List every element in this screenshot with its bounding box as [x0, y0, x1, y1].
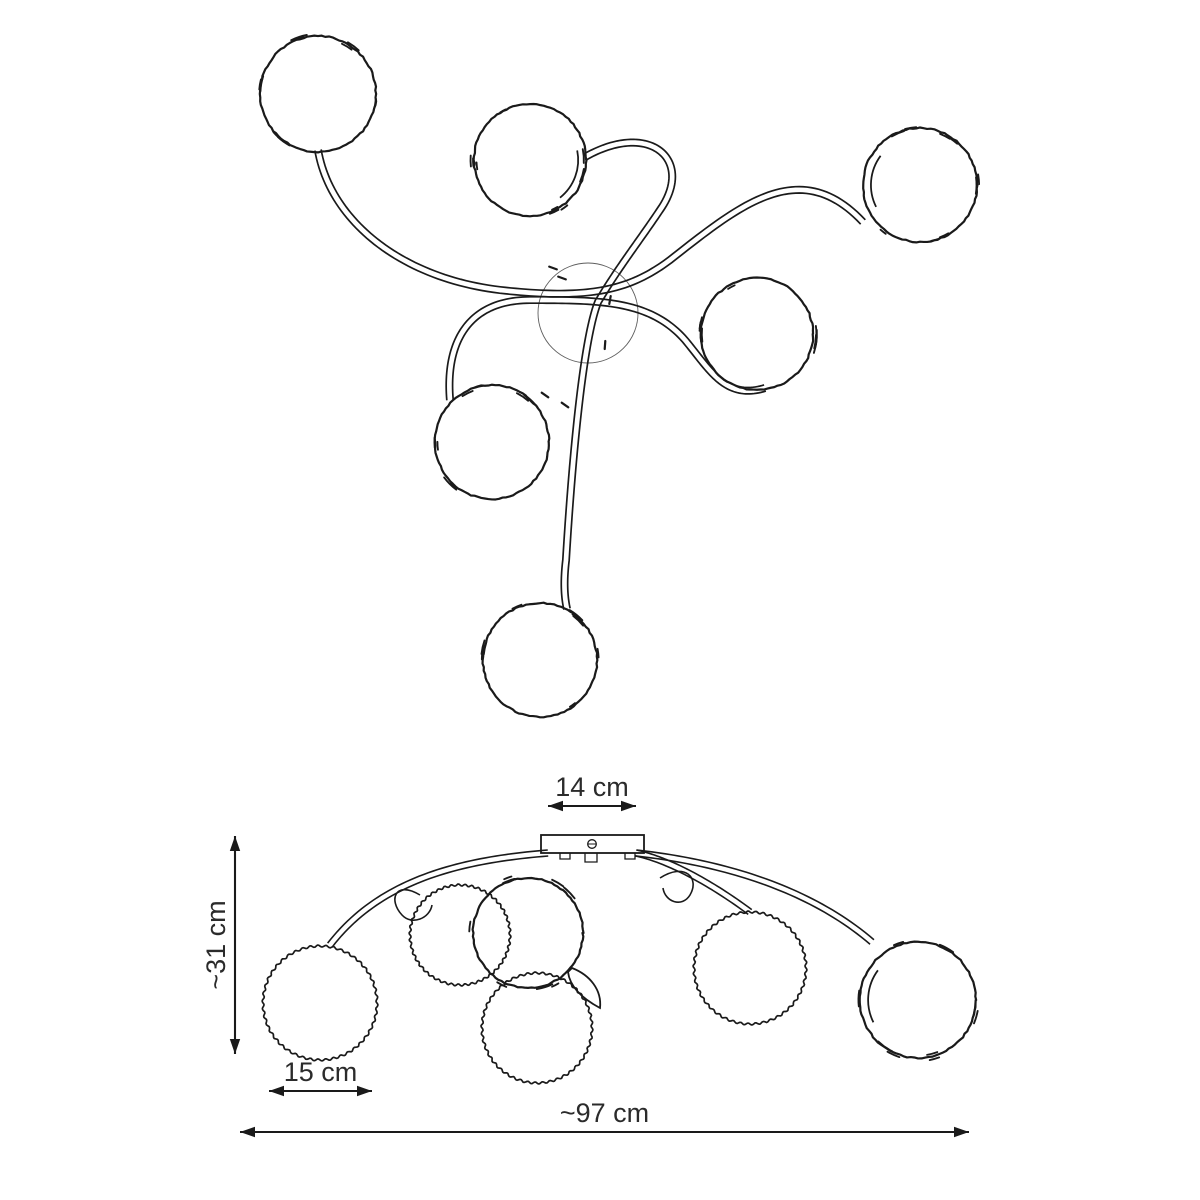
svg-text:14 cm: 14 cm [555, 772, 629, 802]
svg-text:15 cm: 15 cm [284, 1057, 358, 1087]
svg-text:~97 cm: ~97 cm [560, 1098, 649, 1128]
svg-text:~31 cm: ~31 cm [201, 900, 231, 989]
